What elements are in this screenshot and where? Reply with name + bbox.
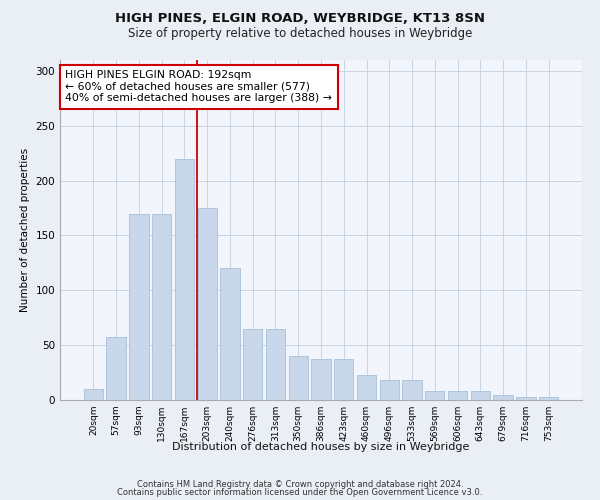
- Bar: [380, 380, 399, 400]
- Bar: [243, 328, 262, 400]
- Bar: [470, 391, 490, 400]
- Bar: [84, 389, 103, 400]
- Text: Contains HM Land Registry data © Crown copyright and database right 2024.: Contains HM Land Registry data © Crown c…: [137, 480, 463, 489]
- Bar: [516, 396, 536, 400]
- Y-axis label: Number of detached properties: Number of detached properties: [20, 148, 30, 312]
- Bar: [425, 391, 445, 400]
- Bar: [152, 214, 172, 400]
- Bar: [289, 356, 308, 400]
- Bar: [197, 208, 217, 400]
- Text: HIGH PINES ELGIN ROAD: 192sqm
← 60% of detached houses are smaller (577)
40% of : HIGH PINES ELGIN ROAD: 192sqm ← 60% of d…: [65, 70, 332, 103]
- Bar: [220, 268, 239, 400]
- Text: HIGH PINES, ELGIN ROAD, WEYBRIDGE, KT13 8SN: HIGH PINES, ELGIN ROAD, WEYBRIDGE, KT13 …: [115, 12, 485, 26]
- Bar: [266, 328, 285, 400]
- Bar: [129, 214, 149, 400]
- Bar: [493, 394, 513, 400]
- Text: Distribution of detached houses by size in Weybridge: Distribution of detached houses by size …: [172, 442, 470, 452]
- Bar: [311, 360, 331, 400]
- Bar: [539, 396, 558, 400]
- Bar: [106, 338, 126, 400]
- Bar: [334, 360, 353, 400]
- Text: Size of property relative to detached houses in Weybridge: Size of property relative to detached ho…: [128, 28, 472, 40]
- Bar: [357, 375, 376, 400]
- Bar: [175, 158, 194, 400]
- Bar: [448, 391, 467, 400]
- Text: Contains public sector information licensed under the Open Government Licence v3: Contains public sector information licen…: [118, 488, 482, 497]
- Bar: [403, 380, 422, 400]
